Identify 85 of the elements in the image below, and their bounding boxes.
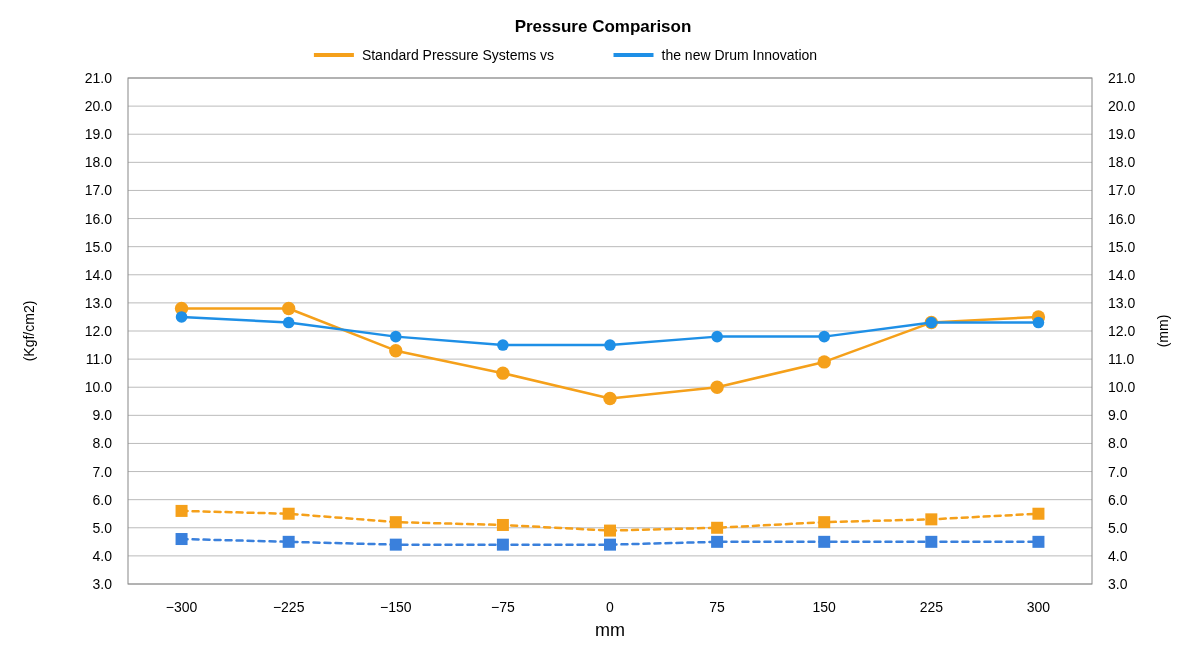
y2-tick-label: 15.0 (1108, 238, 1136, 255)
x-tick-label: 150 (812, 599, 837, 615)
x-tick-label: −150 (380, 599, 412, 615)
point (282, 535, 295, 548)
point (175, 533, 188, 546)
point (604, 538, 616, 551)
x-tick-label: −75 (491, 599, 515, 615)
point (603, 391, 617, 406)
y-tick-label: 5.0 (92, 519, 113, 536)
y-tick-label: 10.0 (84, 379, 113, 396)
y-tick-label: 14.0 (84, 266, 113, 283)
y-axis-title: (Kgf/cm2) (21, 300, 37, 362)
y2-tick-label: 10.0 (1108, 379, 1136, 396)
point (604, 524, 616, 537)
y-tick-label: 7.0 (92, 463, 113, 480)
y2-tick-label: 9.0 (1108, 407, 1128, 424)
legend-label: Standard Pressure Systems vs (361, 47, 555, 63)
point (282, 316, 295, 329)
point (175, 311, 188, 323)
point (711, 330, 723, 343)
point (711, 535, 724, 548)
y2-tick-label: 5.0 (1108, 519, 1128, 536)
y2-axis-title: (mm) (1155, 314, 1171, 348)
point (925, 535, 938, 548)
y-tick-label: 12.0 (84, 323, 113, 339)
y-tick-label: 3.0 (92, 576, 113, 592)
point (496, 518, 509, 531)
y2-tick-label: 11.0 (1108, 351, 1135, 368)
y-tick-label: 15.0 (84, 238, 113, 255)
y-tick-label: 20.0 (84, 98, 113, 115)
y-tick-label: 19.0 (84, 126, 113, 143)
y-tick-label: 11.0 (85, 351, 113, 368)
point (818, 535, 831, 548)
point (282, 507, 295, 520)
y2-tick-label: 14.0 (1108, 266, 1136, 283)
x-tick-label: 0 (606, 599, 615, 615)
point (1032, 535, 1045, 548)
chart-title: Pressure Comparison (514, 17, 692, 36)
y2-tick-label: 20.0 (1108, 98, 1136, 115)
x-tick-label: 300 (1026, 599, 1051, 615)
point (389, 516, 402, 529)
point (710, 380, 724, 394)
y2-tick-label: 18.0 (1108, 154, 1136, 171)
point (496, 366, 510, 380)
point (389, 330, 402, 343)
y2-tick-label: 4.0 (1108, 547, 1128, 564)
y-tick-label: 8.0 (92, 435, 113, 452)
y2-tick-label: 19.0 (1108, 126, 1136, 143)
point (1032, 316, 1045, 329)
point (497, 339, 509, 351)
y-tick-label: 18.0 (84, 154, 113, 171)
point (925, 513, 938, 526)
point (604, 339, 616, 351)
y2-tick-label: 3.0 (1108, 576, 1128, 592)
point (389, 538, 402, 551)
point (496, 538, 509, 551)
point (1032, 507, 1045, 520)
y-tick-label: 6.0 (92, 491, 113, 508)
y2-tick-label: 12.0 (1108, 323, 1136, 339)
y-tick-label: 13.0 (84, 294, 113, 311)
point (175, 504, 188, 517)
x-axis-title: mm (595, 620, 625, 640)
point (711, 521, 724, 534)
y2-tick-label: 7.0 (1108, 463, 1128, 480)
y2-tick-label: 21.0 (1108, 70, 1136, 86)
point (818, 516, 831, 529)
x-tick-label: 75 (709, 599, 726, 615)
point (818, 330, 831, 343)
x-tick-label: −300 (165, 599, 198, 615)
y-tick-label: 17.0 (84, 182, 113, 199)
y2-tick-label: 13.0 (1108, 294, 1136, 311)
y2-tick-label: 6.0 (1108, 491, 1128, 508)
y2-tick-label: 17.0 (1108, 182, 1136, 199)
point (817, 355, 831, 369)
x-tick-label: −225 (272, 599, 305, 615)
point (389, 343, 403, 358)
point (281, 301, 296, 316)
y-tick-label: 16.0 (84, 210, 113, 227)
y-tick-label: 4.0 (92, 547, 113, 564)
y2-tick-label: 8.0 (1108, 435, 1128, 452)
y-tick-label: 9.0 (92, 407, 113, 424)
y2-tick-label: 16.0 (1108, 210, 1136, 227)
y-tick-label: 21.0 (84, 70, 113, 86)
x-tick-label: 225 (919, 599, 944, 615)
legend-label: the new Drum Innovation (661, 47, 818, 63)
